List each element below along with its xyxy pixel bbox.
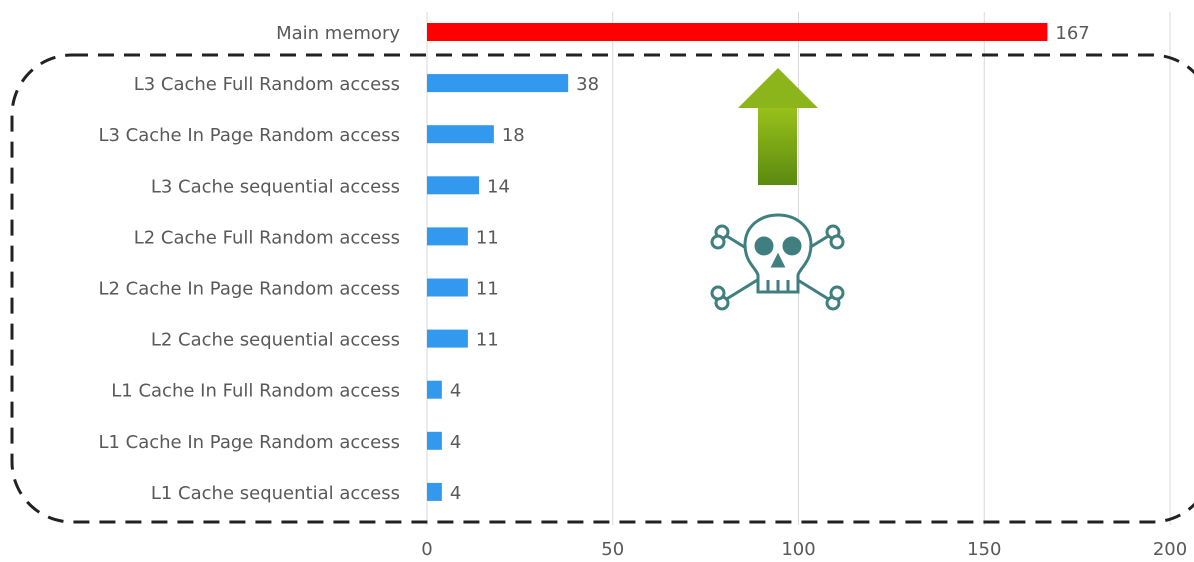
- x-tick-label: 0: [421, 539, 432, 560]
- x-tick-label: 150: [967, 539, 1001, 560]
- bar: [427, 227, 468, 246]
- bar: [427, 482, 442, 501]
- y-tick-label: L3 Cache sequential access: [151, 176, 400, 197]
- y-tick-label: Main memory: [276, 23, 400, 44]
- value-label: 4: [450, 432, 461, 453]
- value-label: 11: [476, 279, 499, 300]
- x-tick-label: 50: [601, 539, 624, 560]
- arrow-icon: [738, 68, 818, 185]
- bar: [427, 125, 494, 144]
- x-tick-label: 200: [1153, 539, 1187, 560]
- y-tick-label: L1 Cache In Full Random access: [111, 381, 400, 402]
- y-tick-label: L3 Cache In Page Random access: [98, 125, 400, 146]
- value-label: 167: [1055, 23, 1089, 44]
- bar: [427, 74, 569, 93]
- value-label: 38: [576, 74, 599, 95]
- value-label: 11: [476, 227, 499, 248]
- bar: [427, 23, 1048, 41]
- y-tick-label: L2 Cache Full Random access: [134, 227, 400, 248]
- bar: [427, 380, 442, 399]
- value-label: 14: [487, 176, 510, 197]
- y-tick-label: L2 Cache In Page Random access: [98, 279, 400, 300]
- y-tick-label: L1 Cache sequential access: [151, 483, 400, 504]
- y-tick-label: L3 Cache Full Random access: [134, 74, 400, 95]
- bar: [427, 329, 468, 348]
- x-tick-label: 100: [781, 539, 815, 560]
- y-tick-label: L1 Cache In Page Random access: [98, 432, 400, 453]
- skull-icon: [710, 213, 845, 311]
- bar: [427, 176, 480, 195]
- value-label: 4: [450, 381, 461, 402]
- y-tick-label: L2 Cache sequential access: [151, 330, 400, 351]
- value-label: 4: [450, 483, 461, 504]
- bar: [427, 431, 442, 450]
- value-label: 11: [476, 330, 499, 351]
- value-label: 18: [502, 125, 525, 146]
- bar: [427, 278, 468, 297]
